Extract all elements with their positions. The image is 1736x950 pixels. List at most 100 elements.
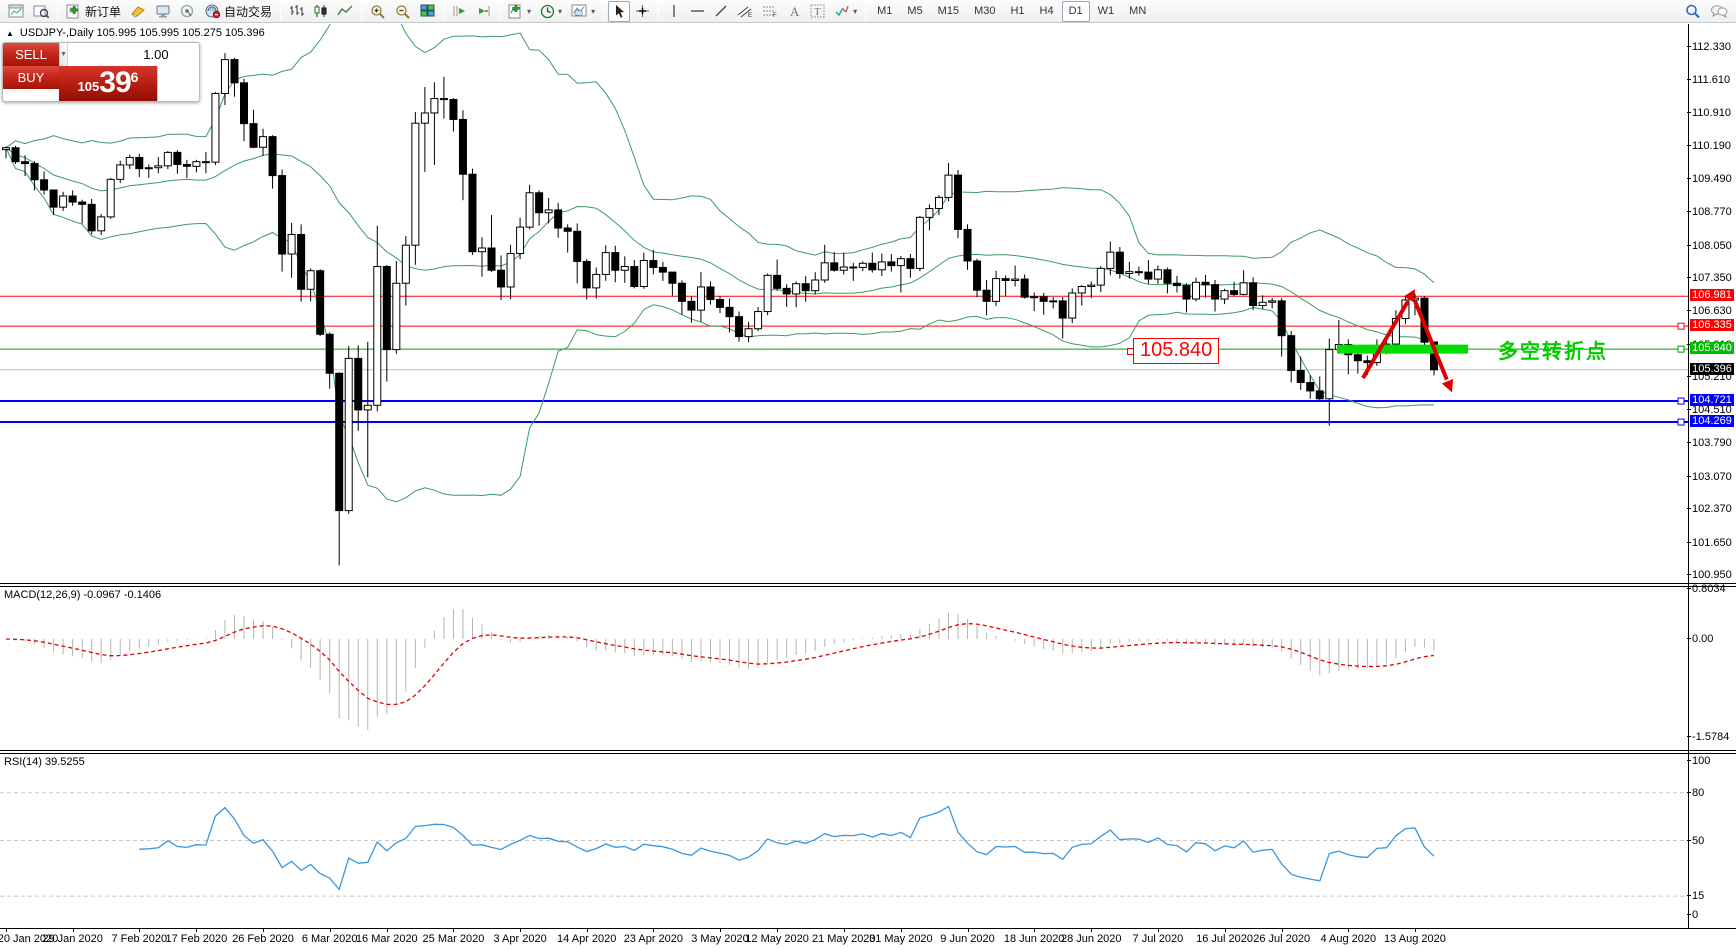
timeframe-m15[interactable]: M15	[937, 5, 960, 17]
price-tick: 109.490	[1687, 173, 1732, 185]
price-tick: 108.050	[1687, 240, 1732, 252]
price-tick: 110.910	[1687, 107, 1731, 119]
sell-price-button[interactable]: 105 39 6	[59, 66, 158, 101]
volume-decrease-button[interactable]: ▼	[60, 43, 68, 66]
auto-scroll-button[interactable]	[448, 1, 471, 22]
chart-area[interactable]: ▲ USDJPY-,Daily 105.995 105.995 105.275 …	[0, 24, 1736, 950]
candlestick-chart-button[interactable]	[309, 1, 332, 22]
equidistant-channel-tool[interactable]: E	[733, 1, 757, 22]
date-label: 23 Apr 2020	[623, 933, 684, 945]
main-macd-separator2	[0, 586, 1736, 587]
line-chart-button[interactable]	[333, 1, 357, 22]
price-tag-105840[interactable]: 105.840	[1126, 338, 1220, 364]
date-label: 13 Aug 2020	[1384, 933, 1446, 945]
timeframe-mn[interactable]: MN	[1129, 5, 1147, 17]
price-tick: 100.950	[1687, 569, 1732, 581]
market-watch-button[interactable]	[151, 1, 175, 22]
date-label: 3 May 2020	[691, 933, 749, 945]
svg-text:T: T	[814, 6, 821, 18]
timeframe-m30[interactable]: M30	[974, 5, 996, 17]
templates-button[interactable]: ▾	[567, 1, 599, 22]
vertical-line-tool[interactable]	[663, 1, 685, 22]
macd-tick: -1.5784	[1687, 731, 1729, 743]
indicators-button[interactable]: ▾	[504, 1, 535, 22]
date-label: 31 May 2020	[869, 933, 933, 945]
one-click-trading-panel: SELL ▼ ▲ BUY 105 39 6 105 42 2	[2, 42, 200, 102]
timeframe-m5[interactable]: M5	[907, 5, 923, 17]
date-label: 18 Jun 2020	[1003, 933, 1065, 945]
date-axis-separator	[0, 928, 1736, 929]
price-tick: 110.190	[1687, 140, 1731, 152]
date-label: 4 Aug 2020	[1320, 933, 1377, 945]
price-label-106.981: 106.981	[1690, 289, 1734, 302]
date-label: 6 Mar 2020	[301, 933, 358, 945]
volume-box: ▼ ▲	[59, 43, 199, 66]
price-tick: 108.770	[1687, 206, 1732, 218]
collapse-arrow-icon[interactable]: ▲	[6, 28, 14, 38]
chart-title: ▲ USDJPY-,Daily 105.995 105.995 105.275 …	[6, 27, 265, 39]
search-icon[interactable]	[1681, 1, 1705, 22]
sell-button[interactable]: SELL	[3, 43, 59, 66]
date-label: 21 May 2020	[811, 933, 876, 945]
timeframe-m1[interactable]: M1	[877, 5, 893, 17]
price-tick: 106.630	[1687, 305, 1732, 317]
periods-button[interactable]: ▾	[536, 1, 566, 22]
text-label-tool[interactable]: T	[806, 1, 829, 22]
buy-button[interactable]: BUY	[3, 66, 59, 89]
crosshair-tool-button[interactable]	[631, 1, 654, 22]
price-tick: 111.610	[1687, 74, 1730, 86]
arrows-dropdown-caret[interactable]: ▾	[853, 6, 858, 16]
turning-point-note[interactable]: 多空转折点	[1498, 341, 1608, 363]
main-macd-separator	[0, 583, 1736, 584]
price-label-105.396: 105.396	[1690, 362, 1734, 375]
price-tick: 107.350	[1687, 272, 1732, 284]
styler-button[interactable]	[126, 1, 150, 22]
date-label: 29 Jan 2020	[42, 933, 103, 945]
autotrading-label: 自动交易	[224, 4, 273, 19]
price-label-105.840: 105.840	[1690, 342, 1734, 355]
timeframe-h4[interactable]: H4	[1039, 5, 1054, 17]
date-label: 20 Jan 2020	[0, 933, 59, 945]
price-label-104.721: 104.721	[1690, 394, 1734, 407]
autotrading-button[interactable]: 自动交易	[200, 1, 276, 22]
rsi-indicator-label: RSI(14) 39.5255	[4, 756, 85, 768]
chat-icon[interactable]	[1706, 1, 1732, 22]
new-order-icon	[66, 4, 82, 19]
templates-dropdown-caret[interactable]: ▾	[591, 6, 596, 16]
tile-windows-button[interactable]	[416, 1, 439, 22]
chart-shift-button[interactable]	[472, 1, 495, 22]
trendline-tool[interactable]	[710, 1, 732, 22]
profiles-button[interactable]	[29, 1, 53, 22]
periods-dropdown-caret[interactable]: ▾	[558, 6, 563, 16]
arrows-tool[interactable]: ▾	[830, 1, 861, 22]
indicators-dropdown-caret[interactable]: ▾	[527, 6, 532, 16]
new-order-label: 新订单	[85, 4, 122, 19]
timeframe-h1[interactable]: H1	[1010, 5, 1025, 17]
volume-input[interactable]	[67, 43, 199, 66]
price-tick: 101.650	[1687, 537, 1732, 549]
zoom-in-button[interactable]	[366, 1, 390, 22]
new-order-button[interactable]: 新订单	[62, 1, 125, 22]
macd-indicator-label: MACD(12,26,9) -0.0967 -0.1406	[4, 589, 162, 601]
timeframe-w1[interactable]: W1	[1097, 5, 1115, 17]
new-chart-button[interactable]	[4, 1, 28, 22]
date-label: 7 Jul 2020	[1132, 933, 1184, 945]
macd-tick: 0.00	[1687, 633, 1713, 645]
cursor-tool-button[interactable]	[608, 0, 631, 22]
signals-button[interactable]	[176, 1, 199, 22]
date-label: 7 Feb 2020	[111, 933, 168, 945]
zoom-out-button[interactable]	[391, 1, 415, 22]
price-tick: 103.790	[1687, 437, 1732, 449]
text-tool[interactable]: A	[783, 1, 805, 22]
bar-chart-button[interactable]	[285, 1, 308, 22]
macd-rsi-separator2	[0, 753, 1736, 754]
chart-canvas[interactable]	[0, 24, 1736, 950]
horizontal-line-tool[interactable]	[686, 1, 709, 22]
date-axis[interactable]: 20 Jan 2020 29 Jan 2020 7 Feb 2020 17 Feb 2…	[0, 929, 1736, 950]
sell-price-main: 39	[99, 66, 131, 99]
date-label: 3 Apr 2020	[493, 933, 547, 945]
rsi-tick: 100	[1687, 755, 1710, 767]
price-tick: 112.330	[1687, 41, 1731, 53]
fibonacci-tool[interactable]: F	[758, 1, 782, 22]
timeframe-d1[interactable]: D1	[1061, 0, 1090, 22]
